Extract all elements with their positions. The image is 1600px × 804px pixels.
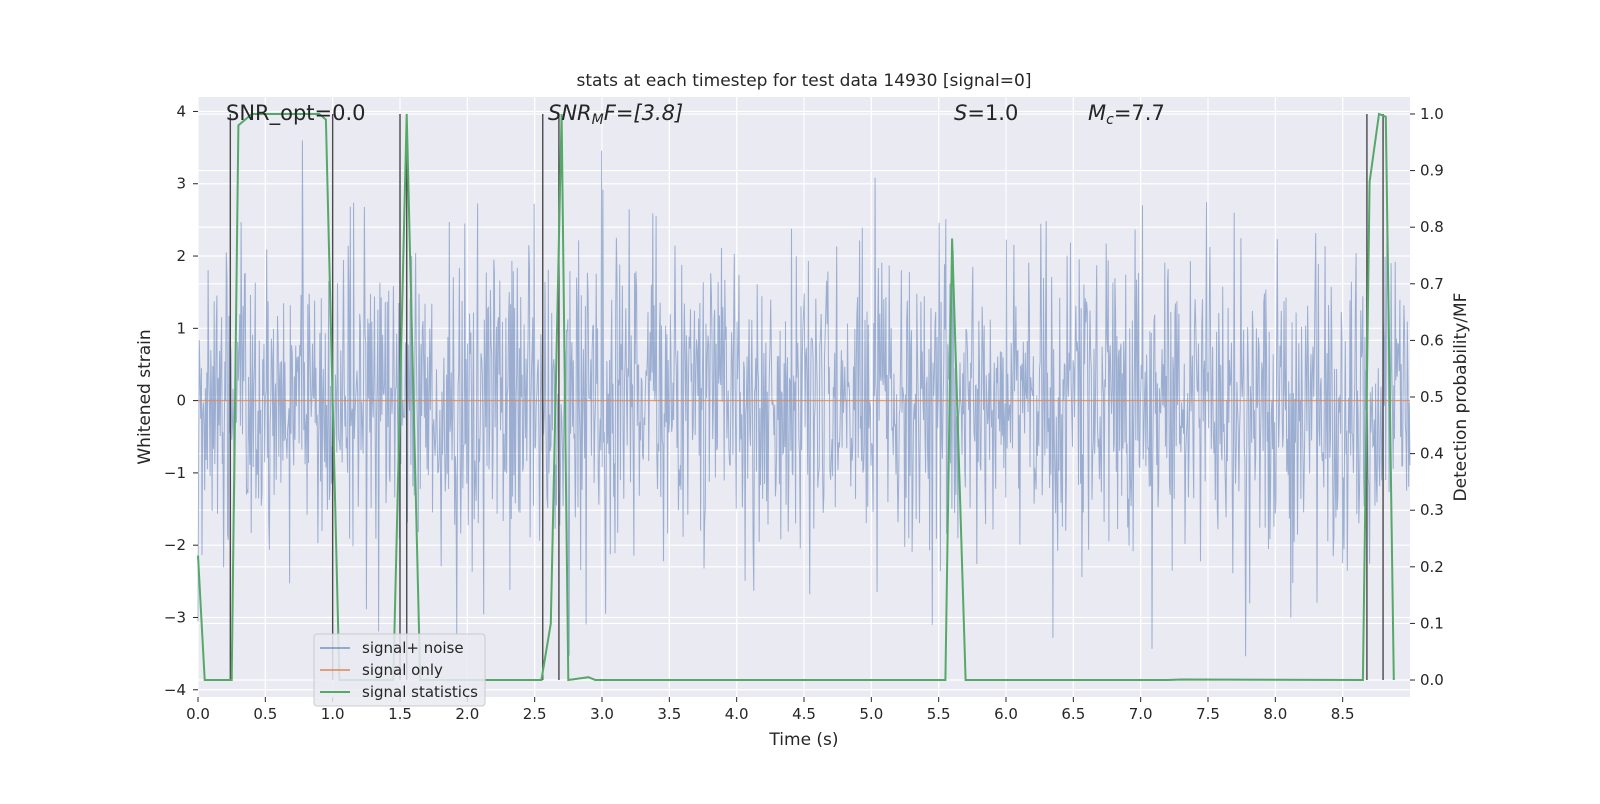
x-tick-label-12: 6.0: [994, 705, 1018, 723]
right-tick-label-9: 0.1: [1420, 614, 1444, 632]
y-tick-label-2: 2: [176, 247, 186, 265]
chart-title: stats at each timestep for test data 149…: [577, 71, 1032, 91]
x-tick-label-8: 4.0: [725, 705, 749, 723]
x-tick-label-16: 8.0: [1263, 705, 1287, 723]
legend-label-noise: signal+ noise: [362, 639, 464, 657]
x-tick-label-14: 7.0: [1129, 705, 1153, 723]
right-tick-label-8: 0.2: [1420, 558, 1444, 576]
annotation-snr-mf-main: SNR: [548, 101, 592, 125]
right-tick-label-3: 0.7: [1420, 275, 1444, 293]
right-tick-label-4: 0.6: [1420, 331, 1444, 349]
y-tick-label-8: −4: [164, 681, 186, 699]
x-tick-label-4: 2.0: [455, 705, 479, 723]
y-tick-label-7: −3: [164, 608, 186, 626]
y-tick-label-4: 0: [176, 392, 186, 410]
annotation-mc-value: Mc=7.7: [1088, 101, 1165, 128]
y-axis-label: Whitened strain: [135, 329, 155, 464]
x-tick-label-17: 8.5: [1331, 705, 1355, 723]
annotation-snr-mf: SNRMF=[3.8]: [548, 101, 683, 128]
annotation-snr-mf-sub: M: [592, 112, 604, 128]
x-tick-label-7: 3.5: [657, 705, 681, 723]
y-axis-ticks: 4 3 2 1 0 −1 −2 −3 −4: [164, 102, 198, 699]
x-tick-label-11: 5.5: [927, 705, 951, 723]
right-tick-label-7: 0.3: [1420, 501, 1444, 519]
right-tick-label-10: 0.0: [1420, 671, 1444, 689]
right-axis-label: Detection probability/MF: [1451, 293, 1471, 502]
legend: signal+ noise signal only signal statist…: [313, 633, 486, 707]
right-axis-ticks: 1.0 0.9 0.8 0.7 0.6 0.5 0.4 0.3 0.2 0.1 0.0: [1410, 105, 1444, 689]
annotation-mc-rest: =7.7: [1114, 101, 1165, 125]
y-tick-label-1: 3: [176, 175, 186, 193]
x-tick-label-15: 7.5: [1196, 705, 1220, 723]
x-tick-label-0: 0.0: [186, 705, 210, 723]
x-tick-label-10: 5.0: [859, 705, 883, 723]
y-tick-label-3: 1: [176, 319, 186, 337]
annotation-snr-opt: SNR_opt=0.0: [226, 101, 366, 126]
x-tick-label-3: 1.5: [388, 705, 412, 723]
y-tick-label-6: −2: [164, 536, 186, 554]
right-tick-label-1: 0.9: [1420, 162, 1444, 180]
right-tick-label-0: 1.0: [1420, 105, 1444, 123]
right-tick-label-2: 0.8: [1420, 218, 1444, 236]
x-tick-label-9: 4.5: [792, 705, 816, 723]
annotation-s-value: S=1.0: [954, 101, 1018, 125]
legend-box: [313, 633, 486, 707]
right-tick-label-6: 0.4: [1420, 445, 1444, 463]
x-tick-label-5: 2.5: [523, 705, 547, 723]
annotation-mc-sub: c: [1106, 112, 1114, 128]
legend-label-signal-only: signal only: [362, 661, 443, 679]
x-tick-label-2: 1.0: [321, 705, 345, 723]
signal-statistics-series: [197, 112, 1395, 682]
legend-label-statistics: signal statistics: [362, 683, 478, 701]
annotation-s-rest: =1.0: [967, 101, 1018, 125]
right-tick-label-5: 0.5: [1420, 388, 1444, 406]
x-tick-label-13: 6.5: [1061, 705, 1085, 723]
y-tick-label-5: −1: [164, 464, 186, 482]
x-axis-ticks: 0.0 0.5 1.0 1.5 2.0 2.5 3.0 3.5 4.0 4.5 5.0 5.5 6.0 6…: [186, 697, 1355, 723]
annotation-snr-mf-rest: F=[3.8]: [604, 101, 683, 125]
annotation-mc-main: M: [1088, 101, 1106, 125]
annotation-s-main: S: [954, 101, 967, 125]
signal-statistics-line: [197, 112, 1395, 682]
x-axis-label: Time (s): [768, 730, 838, 750]
x-tick-label-6: 3.0: [590, 705, 614, 723]
x-tick-label-1: 0.5: [253, 705, 277, 723]
y-tick-label-0: 4: [176, 102, 186, 120]
